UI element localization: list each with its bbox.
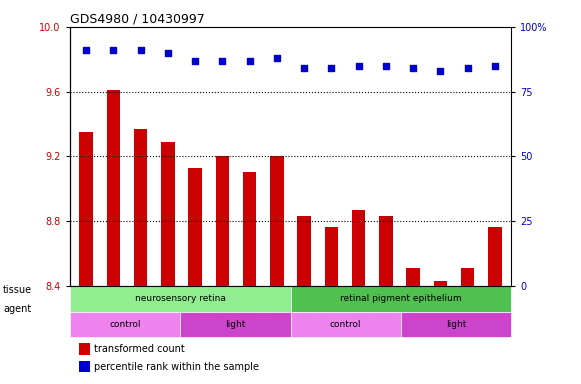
Point xyxy=(81,47,91,53)
Point xyxy=(490,63,500,69)
Text: control: control xyxy=(330,320,361,329)
Text: light: light xyxy=(446,320,467,329)
Bar xyxy=(79,132,93,286)
FancyBboxPatch shape xyxy=(70,286,290,311)
FancyBboxPatch shape xyxy=(180,311,290,338)
Bar xyxy=(188,168,202,286)
FancyBboxPatch shape xyxy=(290,286,511,311)
Bar xyxy=(134,129,148,286)
Bar xyxy=(461,268,475,286)
Point xyxy=(245,58,254,64)
Point xyxy=(463,65,472,71)
Point xyxy=(218,58,227,64)
Point xyxy=(191,58,200,64)
FancyBboxPatch shape xyxy=(401,311,511,338)
Bar xyxy=(352,210,365,286)
Text: retinal pigment epithelium: retinal pigment epithelium xyxy=(340,294,462,303)
Text: transformed count: transformed count xyxy=(94,344,185,354)
Bar xyxy=(270,156,284,286)
Bar xyxy=(433,281,447,286)
Bar xyxy=(406,268,420,286)
Point xyxy=(109,47,118,53)
Bar xyxy=(161,142,175,286)
Text: light: light xyxy=(225,320,246,329)
Point xyxy=(408,65,418,71)
Point xyxy=(436,68,445,74)
Text: control: control xyxy=(109,320,141,329)
Text: tissue: tissue xyxy=(3,285,32,295)
Point xyxy=(136,47,145,53)
FancyBboxPatch shape xyxy=(290,311,401,338)
Bar xyxy=(78,361,89,372)
Bar xyxy=(488,227,502,286)
Bar xyxy=(106,90,120,286)
Bar xyxy=(216,156,229,286)
Bar xyxy=(325,227,338,286)
Bar xyxy=(379,216,393,286)
Text: percentile rank within the sample: percentile rank within the sample xyxy=(94,362,259,372)
Bar xyxy=(243,172,256,286)
Point xyxy=(381,63,390,69)
Point xyxy=(163,50,173,56)
Point xyxy=(299,65,309,71)
FancyBboxPatch shape xyxy=(70,311,180,338)
Text: GDS4980 / 10430997: GDS4980 / 10430997 xyxy=(70,13,205,26)
Text: neurosensory retina: neurosensory retina xyxy=(135,294,225,303)
Point xyxy=(272,55,282,61)
Bar xyxy=(297,216,311,286)
Point xyxy=(327,65,336,71)
Text: agent: agent xyxy=(3,304,31,314)
Point xyxy=(354,63,363,69)
Bar xyxy=(78,343,89,355)
